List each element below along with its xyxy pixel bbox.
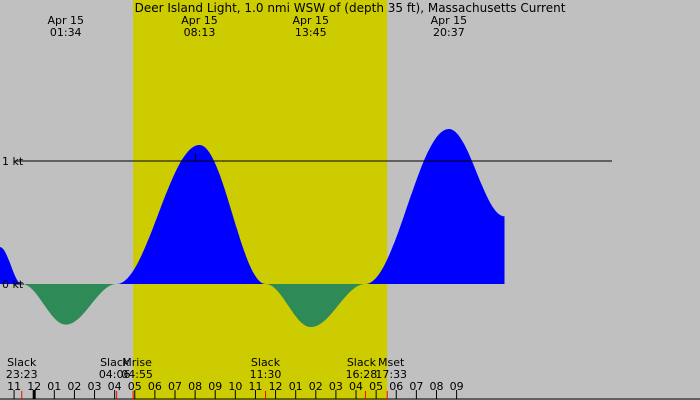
hour-tick-label-5: 04 — [108, 380, 122, 393]
hour-tick-label-18: 05 — [369, 380, 383, 393]
flood-area-0 — [0, 247, 22, 284]
hour-tick-label-11: 10 — [228, 380, 242, 393]
hour-tick-label-9: 08 — [188, 380, 202, 393]
hour-tick-label-16: 03 — [329, 380, 343, 393]
hour-tick-label-19: 06 — [389, 380, 403, 393]
event-time-3: 11:30 — [250, 368, 282, 381]
hour-tick-label-3: 02 — [67, 380, 81, 393]
event-label-2: Mrise — [122, 356, 152, 369]
hour-tick-label-8: 07 — [168, 380, 182, 393]
extreme-day-2: Apr 15 — [293, 14, 330, 27]
flood-area-2 — [116, 145, 266, 284]
hour-tick-label-13: 12 — [269, 380, 283, 393]
ebb-area-1 — [22, 284, 117, 325]
event-time-2: 04:55 — [121, 368, 153, 381]
hour-tick-label-0: 11 — [7, 380, 21, 393]
event-time-0: 23:23 — [6, 368, 38, 381]
event-label-3: Slack — [251, 356, 281, 369]
hour-tick-label-4: 03 — [88, 380, 102, 393]
extreme-day-1: Apr 15 — [181, 14, 218, 27]
event-label-1: Slack — [100, 356, 130, 369]
hour-tick-label-17: 04 — [349, 380, 363, 393]
hour-tick-label-1: 12 — [27, 380, 41, 393]
flood-area-4 — [365, 129, 505, 284]
hour-tick-label-21: 08 — [429, 380, 443, 393]
hour-tick-label-15: 02 — [309, 380, 323, 393]
hour-tick-label-2: 01 — [47, 380, 61, 393]
chart-title: Deer Island Light, 1.0 nmi WSW of (depth… — [135, 1, 566, 15]
extreme-time-3: 20:37 — [433, 26, 465, 39]
event-time-4: 16:28 — [346, 368, 378, 381]
hour-tick-label-14: 01 — [289, 380, 303, 393]
hour-tick-label-6: 05 — [128, 380, 142, 393]
extreme-time-1: 08:13 — [184, 26, 216, 39]
event-time-5: 17:33 — [375, 368, 407, 381]
hour-tick-label-22: 09 — [450, 380, 464, 393]
y-tick-label-0: 0 kt — [2, 278, 24, 291]
ebb-area-3 — [265, 284, 366, 327]
hour-tick-label-12: 11 — [248, 380, 262, 393]
y-tick-label-1: 1 kt — [2, 155, 24, 168]
event-label-4: Slack — [347, 356, 377, 369]
hour-tick-label-10: 09 — [208, 380, 222, 393]
hour-tick-label-7: 06 — [148, 380, 162, 393]
extreme-day-0: Apr 15 — [47, 14, 84, 27]
event-label-5: Mset — [378, 356, 405, 369]
event-time-1: 04:06 — [99, 368, 131, 381]
hour-tick-label-20: 07 — [409, 380, 423, 393]
event-label-0: Slack — [7, 356, 37, 369]
extreme-time-2: 13:45 — [295, 26, 327, 39]
extreme-day-3: Apr 15 — [431, 14, 468, 27]
extreme-time-0: 01:34 — [50, 26, 82, 39]
